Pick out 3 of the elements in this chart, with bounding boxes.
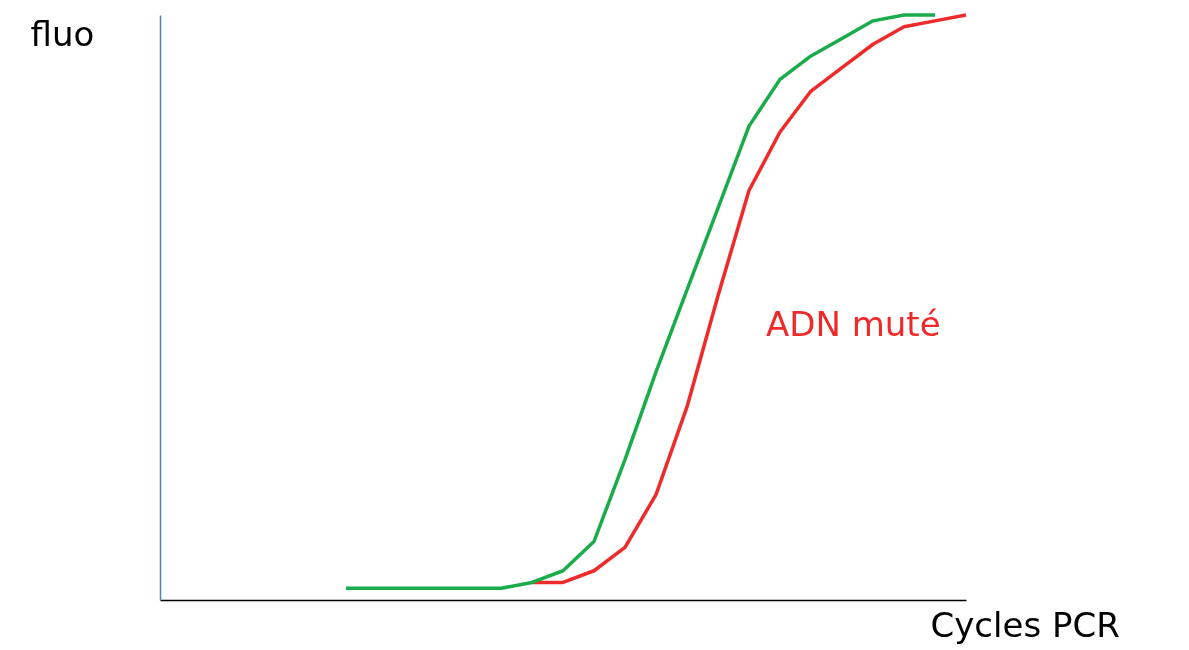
x-axis-title: Cycles PCR [930,604,1120,645]
y-axis-title: fluo [30,13,95,54]
series-label: ADN muté [766,303,941,344]
